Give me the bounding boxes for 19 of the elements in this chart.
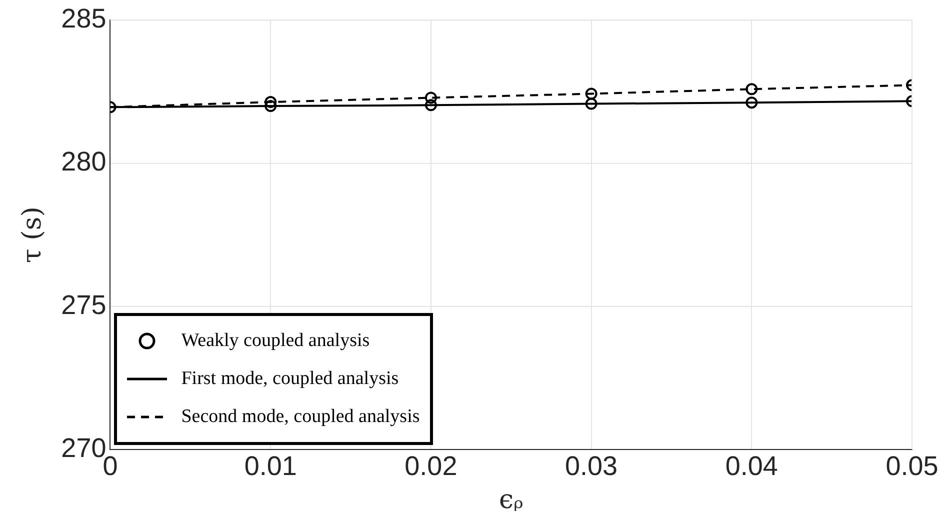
point bbox=[264, 100, 277, 112]
legend-label: Weakly coupled analysis bbox=[181, 330, 370, 352]
point bbox=[264, 96, 277, 108]
y-tick-label: 285 bbox=[61, 4, 106, 34]
x-axis-title: ϵᵨ bbox=[499, 485, 524, 516]
point bbox=[424, 92, 437, 104]
point bbox=[585, 98, 598, 110]
point bbox=[424, 99, 437, 112]
y-tick-label: 280 bbox=[61, 146, 106, 177]
x-tick-label: 0.01 bbox=[244, 451, 297, 482]
x-tick-label: 0.04 bbox=[725, 451, 778, 482]
x-tick-label: 0.02 bbox=[404, 451, 458, 482]
y-tick-label: 275 bbox=[61, 290, 106, 320]
x-tick-label: 0.03 bbox=[565, 451, 618, 482]
point bbox=[585, 88, 598, 100]
y-axis-title: τ (s) bbox=[17, 206, 48, 263]
legend-label: First mode, coupled analysis bbox=[181, 368, 399, 390]
legend-label: Second mode, coupled analysis bbox=[181, 406, 420, 428]
x-tick-label: 0.05 bbox=[886, 451, 938, 482]
